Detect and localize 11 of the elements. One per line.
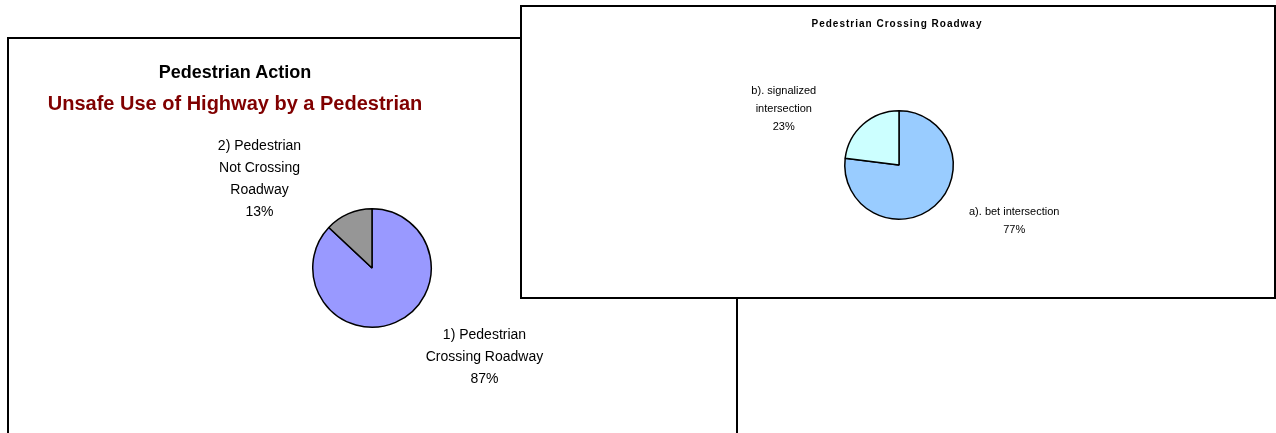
chart-title: Pedestrian Crossing Roadway bbox=[811, 18, 983, 30]
data-label: 87% bbox=[470, 370, 499, 387]
chart-subtitle: Unsafe Use of Highway by a Pedestrian bbox=[47, 91, 423, 115]
slice-label: b). signalized intersection bbox=[751, 84, 817, 115]
slice-label: a). bet intersection bbox=[968, 204, 1060, 217]
chart-title: Pedestrian Action bbox=[158, 62, 312, 84]
data-label: 13% bbox=[245, 202, 274, 219]
slice-label: 2) Pedestrian Not Crossing Roadway bbox=[217, 136, 302, 197]
slice-label: 1) Pedestrian Crossing Roadway bbox=[425, 326, 544, 365]
data-label: 77% bbox=[1003, 222, 1026, 235]
data-label: 23% bbox=[772, 120, 795, 133]
